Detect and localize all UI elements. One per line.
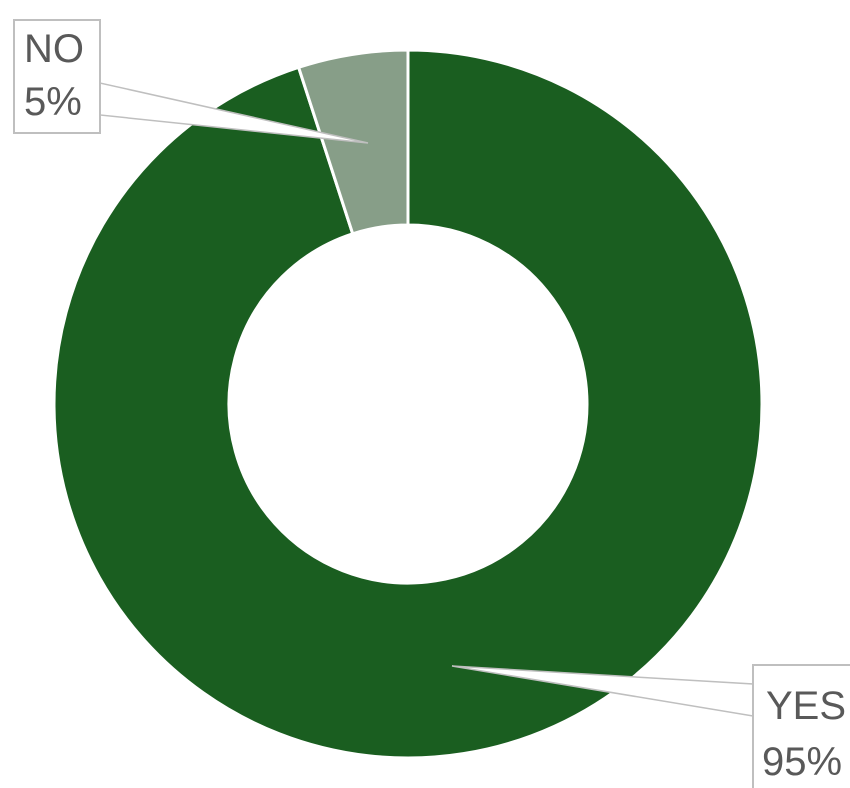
data-label-yes-category: YES: [766, 684, 846, 728]
callout-box-no: [13, 19, 101, 134]
callout-box-yes: [752, 664, 850, 788]
slice-yes: [52, 48, 764, 760]
data-label-yes-percent: 95%: [762, 740, 842, 784]
data-label-no-percent: 5%: [24, 80, 82, 124]
data-label-no-category: NO: [24, 27, 84, 71]
callout-yes: YES 95%: [451, 664, 850, 788]
callout-no: NO 5%: [13, 19, 369, 144]
slice-group: [52, 48, 764, 760]
